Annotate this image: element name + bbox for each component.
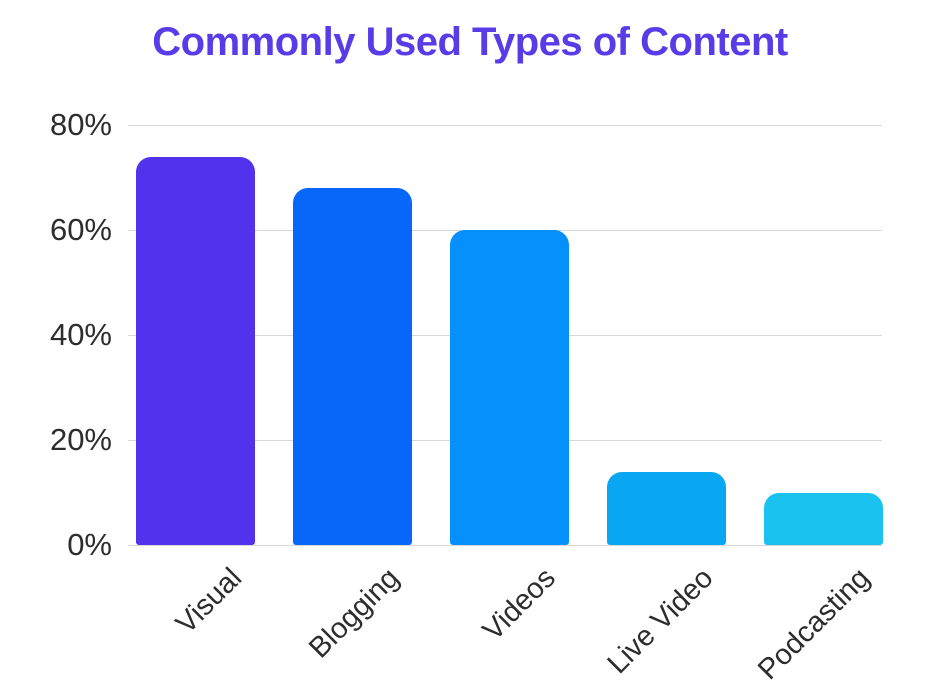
chart-title: Commonly Used Types of Content [152, 20, 788, 64]
y-axis-tick-label-60: 60% [49, 212, 112, 247]
bar-live-video [607, 471, 726, 545]
y-axis-tick-label-40: 40% [49, 317, 112, 352]
bar-blogging [293, 188, 412, 545]
x-axis-tick-wrap-podcasting: Podcasting [594, 562, 876, 686]
bar-videos [450, 230, 569, 545]
y-axis-tick-label-20: 20% [49, 422, 112, 457]
x-axis-tick-label-podcasting: Podcasting [752, 562, 877, 687]
y-axis-tick-label-0: 0% [67, 527, 112, 562]
bar-visual [136, 156, 255, 545]
bar-podcasting [764, 492, 883, 545]
y-axis-tick-label-80: 80% [49, 107, 112, 142]
gridline-80 [128, 125, 882, 126]
gridline-0 [128, 545, 882, 546]
